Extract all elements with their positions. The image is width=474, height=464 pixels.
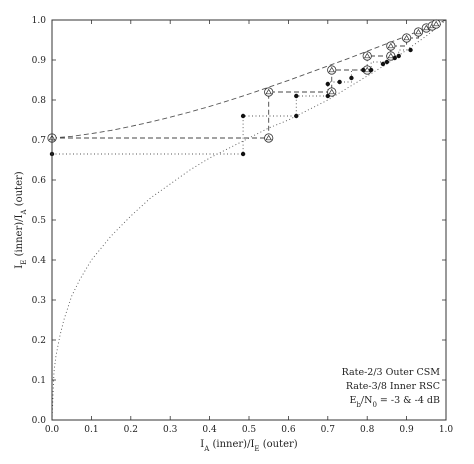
dashed-trajectory	[52, 25, 437, 139]
plot-frame	[51, 19, 447, 421]
dot-marker	[408, 47, 413, 53]
dot-marker	[384, 59, 390, 65]
legend-line: Rate-2/3 Outer CSM	[342, 367, 441, 378]
dotted-curve	[51, 19, 447, 421]
dot-marker	[349, 75, 354, 81]
x-tick-label: 0.6	[281, 425, 296, 435]
x-tick-label: 0.9	[399, 425, 414, 435]
y-tick-label: 0.4	[32, 256, 47, 266]
y-tick-label: 0.1	[32, 376, 46, 386]
x-tick-label: 0.4	[202, 425, 217, 435]
legend-line: Rate-3/8 Inner RSC	[346, 381, 440, 392]
dot-marker	[392, 55, 397, 61]
dot-marker	[361, 67, 366, 73]
y-axis-label: IE (inner)/IA (outer)	[14, 171, 28, 268]
circle-marker	[327, 65, 337, 75]
dotted-trajectory	[52, 49, 411, 155]
circle-marker	[362, 51, 372, 61]
circle-marker	[401, 33, 412, 43]
circle-marker	[264, 133, 274, 143]
x-tick-label: 0.7	[321, 425, 336, 435]
circle-marker	[413, 27, 424, 37]
plot-area	[47, 19, 447, 421]
dot-marker	[240, 151, 246, 157]
dashed-curve	[51, 19, 447, 139]
y-tick-label: 0.2	[32, 336, 46, 346]
dot-marker	[294, 93, 299, 99]
dot-marker	[380, 61, 386, 67]
y-tick-label: 0.3	[32, 296, 47, 306]
y-tick-label: 0.8	[32, 96, 47, 106]
x-tick-label: 0.2	[124, 425, 138, 435]
dot-marker	[294, 113, 299, 119]
y-tick-label: 0.0	[32, 416, 47, 426]
dot-marker	[337, 79, 342, 85]
circle-marker	[327, 87, 337, 97]
legend: Rate-2/3 Outer CSM Rate-3/8 Inner RSC Eb…	[342, 367, 441, 409]
dot-marker	[325, 93, 330, 99]
dot-marker	[396, 53, 401, 59]
x-tick-label: 0.5	[242, 425, 257, 435]
y-tick-label: 0.5	[32, 216, 47, 226]
dot-marker	[325, 81, 330, 87]
circle-marker	[431, 19, 441, 29]
x-tick-label: 0.8	[360, 425, 375, 435]
circle-marker	[386, 41, 396, 51]
x-tick-label: 0.0	[45, 425, 60, 435]
x-axis-label: IA (inner)/IE (outer)	[200, 439, 297, 453]
y-tick-label: 1.0	[32, 16, 47, 26]
x-tick-label: 0.3	[163, 425, 178, 435]
y-tick-label: 0.7	[32, 136, 47, 146]
dot-marker	[240, 113, 246, 119]
x-tick-label: 0.1	[84, 425, 98, 435]
x-tick-label: 1.0	[439, 425, 454, 435]
y-tick-label: 0.6	[32, 176, 47, 186]
axis-ticks: 0.0 0.1 0.2 0.3 0.4 0.5 0.6 0.7 0.8 0.9 1.0 0.0 0.1 0…	[32, 16, 454, 435]
dot-marker	[368, 67, 374, 73]
circle-marker	[264, 87, 274, 97]
y-tick-label: 0.9	[32, 56, 47, 66]
legend-line: Eb/N0 = -3 & -4 dB	[350, 395, 441, 409]
